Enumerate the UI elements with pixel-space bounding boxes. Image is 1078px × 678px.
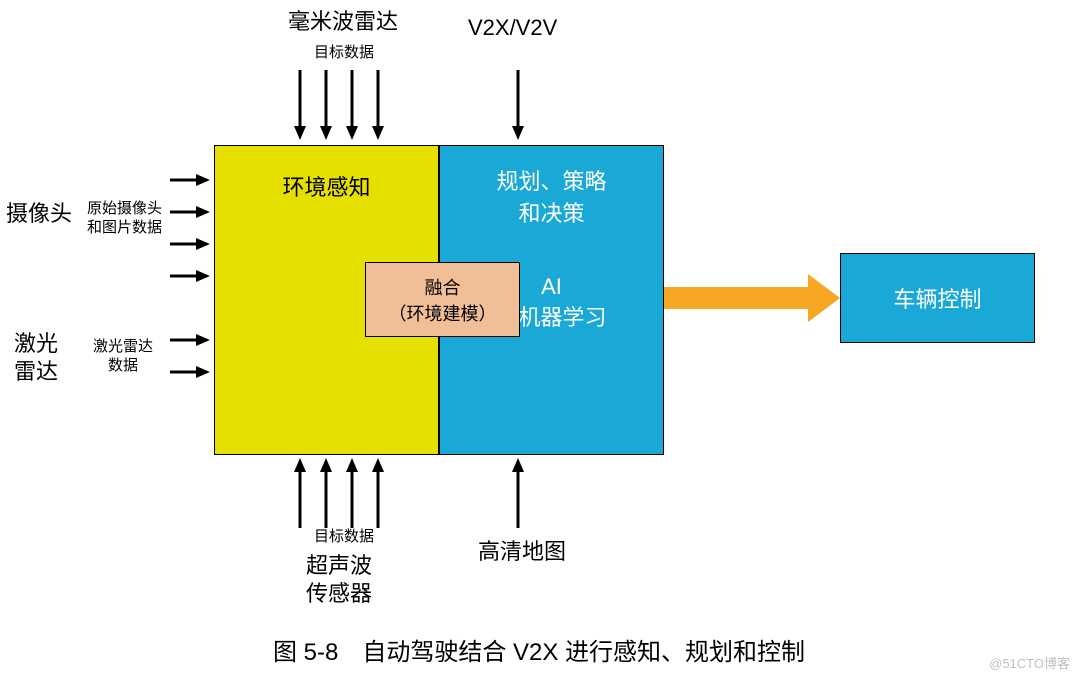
sublabel-mmwave: 目标数据 (314, 44, 374, 63)
ultra-title-2: 传感器 (306, 580, 372, 608)
camera-sub-1: 原始摄像头 (87, 200, 162, 219)
lidar-sub-1: 激光雷达 (93, 338, 153, 357)
ultra-title-1: 超声波 (306, 552, 372, 580)
sublabel-ultrasonic: 目标数据 (314, 528, 374, 547)
label-hdmap: 高清地图 (478, 538, 566, 566)
label-v2x: V2X/V2V (468, 14, 557, 42)
label-lidar: 激光 雷达 (14, 330, 58, 385)
watermark: @51CTO博客 (989, 653, 1070, 672)
diagram-canvas: { "type": "flowchart", "canvas": { "w": … (0, 0, 1078, 678)
input-arrows-icon (0, 0, 1078, 678)
label-ultrasonic: 超声波 传感器 (306, 552, 372, 607)
label-mmwave-radar: 毫米波雷达 (288, 8, 398, 36)
label-camera: 摄像头 (6, 200, 72, 228)
sublabel-lidar: 激光雷达 数据 (93, 338, 153, 376)
lidar-sub-2: 数据 (93, 357, 153, 376)
lidar-title-2: 雷达 (14, 358, 58, 386)
figure-caption: 图 5-8 自动驾驶结合 V2X 进行感知、规划和控制 (0, 632, 1078, 667)
sublabel-camera: 原始摄像头 和图片数据 (87, 200, 162, 238)
lidar-title-1: 激光 (14, 330, 58, 358)
camera-sub-2: 和图片数据 (87, 219, 162, 238)
